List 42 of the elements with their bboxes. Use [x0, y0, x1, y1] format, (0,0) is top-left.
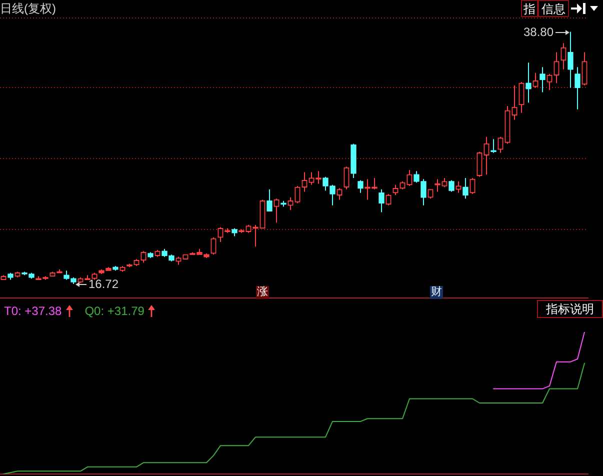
annotation: 16.72 [88, 276, 119, 291]
candlestick [512, 84, 518, 120]
button: 指标说明 [537, 300, 603, 318]
candlestick [554, 52, 560, 84]
badge: 涨 [256, 286, 269, 299]
candlestick [358, 180, 364, 194]
chart-title: 日线(复权) [0, 2, 56, 16]
candlestick [386, 194, 392, 206]
candlestick [210, 236, 216, 256]
candlestick [470, 178, 476, 194]
annotation: 38.80 [523, 24, 554, 39]
text: T0: +37.38 [4, 304, 62, 318]
candlestick [462, 178, 468, 200]
button: 信息 [538, 0, 569, 17]
candlestick [448, 180, 454, 192]
button: 指 [521, 0, 538, 17]
candlestick [582, 52, 588, 86]
candlestick [266, 188, 272, 212]
candlestick [540, 66, 546, 93]
badge: 财 [430, 286, 443, 299]
candlestick [498, 136, 504, 154]
candlestick [574, 66, 580, 110]
candlestick [406, 170, 412, 186]
candlestick [336, 188, 342, 200]
candlestick [560, 42, 566, 70]
candlestick [274, 198, 280, 224]
candlestick [378, 188, 384, 213]
candlestick [518, 82, 524, 114]
text: Q0: +31.79 [84, 304, 144, 318]
candlestick [288, 196, 294, 210]
candlestick [484, 136, 490, 176]
candlestick [526, 62, 532, 104]
candlestick [490, 138, 496, 154]
candlestick [456, 180, 462, 194]
candlestick [302, 172, 308, 192]
candlestick [532, 72, 538, 88]
candlestick [476, 151, 482, 178]
candlestick [344, 166, 350, 190]
candlestick [546, 74, 552, 90]
candlestick [392, 184, 398, 196]
candlestick [294, 186, 300, 204]
candlestick [140, 250, 146, 264]
